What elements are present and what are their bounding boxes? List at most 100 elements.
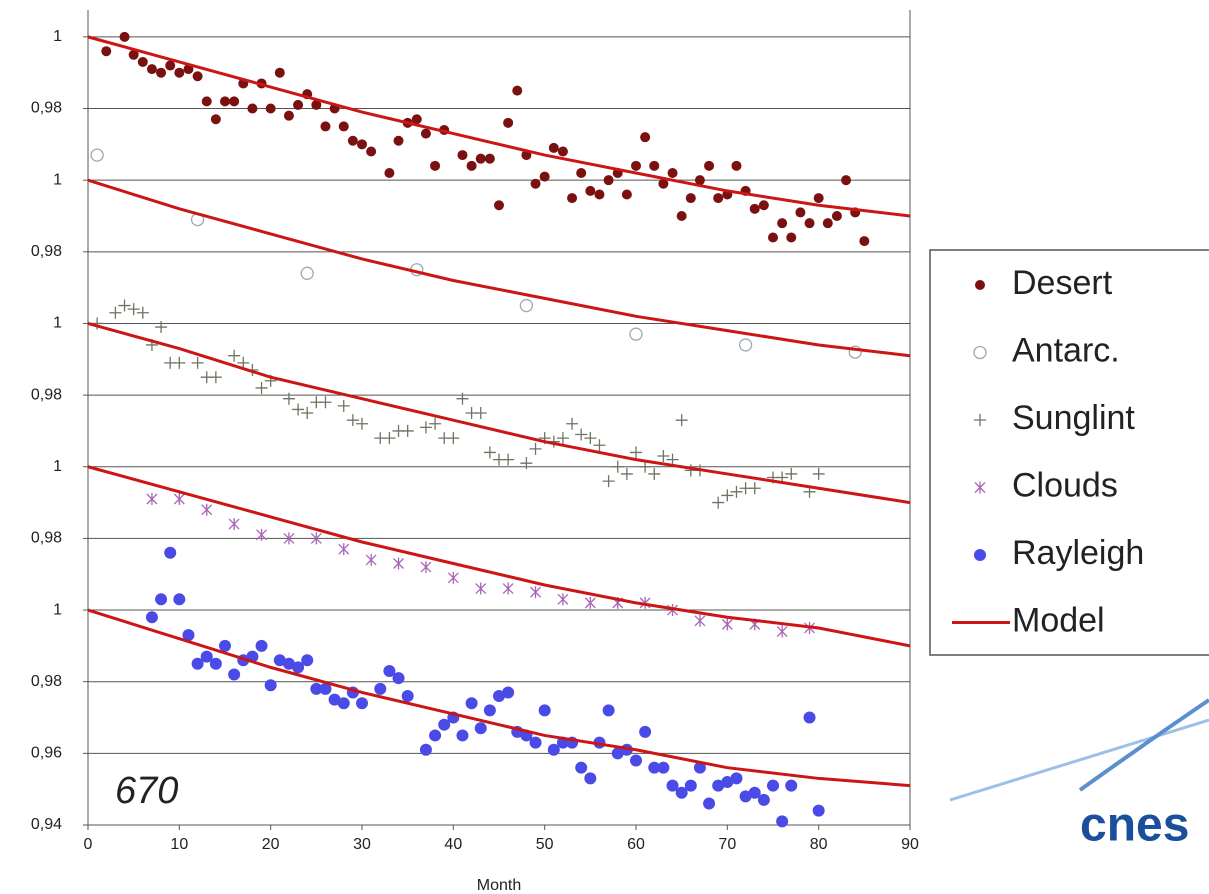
point [594, 189, 605, 200]
model-line [87, 465, 911, 648]
point [712, 779, 725, 792]
point [795, 207, 806, 218]
point [447, 571, 459, 584]
point [831, 210, 842, 221]
point [393, 557, 404, 570]
point [503, 117, 514, 128]
point [282, 392, 295, 405]
point [311, 99, 322, 110]
point [548, 142, 559, 153]
x-tick-label: 80 [810, 836, 828, 853]
point [667, 168, 678, 178]
point [429, 417, 442, 430]
point [156, 67, 167, 78]
point [693, 761, 706, 774]
point [859, 236, 870, 247]
point [475, 153, 486, 164]
point [328, 693, 341, 706]
point [173, 493, 185, 505]
point [530, 586, 541, 599]
point [777, 218, 788, 229]
point [173, 356, 186, 369]
point [301, 407, 314, 420]
point [310, 532, 322, 545]
point [136, 306, 149, 319]
point [273, 654, 286, 667]
point [684, 779, 697, 792]
model-line [87, 322, 911, 505]
point [265, 103, 276, 114]
legend-label: Clouds [1012, 466, 1118, 504]
point [749, 203, 760, 214]
point [346, 414, 359, 427]
point [704, 160, 715, 171]
point [611, 460, 624, 473]
point [301, 654, 314, 667]
point [456, 392, 469, 405]
point [657, 450, 670, 463]
point [320, 121, 331, 132]
point [848, 345, 862, 359]
point [256, 528, 267, 541]
legend-label: Antarc. [1012, 331, 1120, 369]
point [640, 132, 651, 143]
point [127, 303, 140, 316]
point [465, 697, 478, 710]
point [466, 160, 477, 171]
point [228, 349, 241, 362]
point [694, 614, 706, 627]
point [530, 178, 541, 189]
point [475, 582, 487, 595]
legend-marker [975, 280, 985, 290]
point [748, 786, 761, 799]
logo-swoosh [1078, 698, 1209, 792]
point [145, 611, 158, 624]
point [365, 553, 377, 566]
point [118, 299, 131, 312]
point [430, 160, 441, 171]
point [502, 686, 515, 699]
point [229, 96, 240, 107]
point [347, 135, 358, 146]
point [712, 496, 725, 509]
point [512, 85, 523, 96]
legend-label: Rayleigh [1012, 534, 1144, 572]
point [255, 381, 268, 394]
point [411, 114, 422, 125]
point [155, 321, 168, 334]
point [841, 175, 852, 186]
point [730, 772, 743, 785]
point [119, 31, 130, 42]
y-tick-label: 1 [53, 171, 62, 188]
point [502, 582, 514, 595]
point [283, 532, 295, 545]
x-tick-label: 90 [901, 836, 919, 853]
point [456, 729, 469, 742]
x-tick-label: 30 [353, 836, 371, 853]
legend-marker [974, 481, 986, 494]
point [228, 668, 241, 681]
model-line [87, 178, 911, 358]
y-tick-label: 0,94 [31, 816, 62, 833]
point [282, 657, 295, 670]
point [529, 736, 542, 749]
point [502, 453, 515, 466]
point [457, 150, 468, 161]
point [474, 722, 487, 735]
point [447, 432, 460, 445]
legend-label: Sunglint [1012, 399, 1135, 437]
point [685, 193, 696, 204]
point [785, 467, 798, 480]
point [584, 596, 596, 609]
point [438, 718, 451, 731]
point [357, 139, 367, 150]
point [748, 482, 761, 495]
x-tick-label: 70 [718, 836, 736, 853]
point [210, 114, 221, 125]
point [620, 467, 633, 480]
point [575, 761, 588, 774]
y-tick-label: 0,98 [31, 386, 62, 403]
point [519, 298, 534, 313]
point [786, 232, 797, 243]
